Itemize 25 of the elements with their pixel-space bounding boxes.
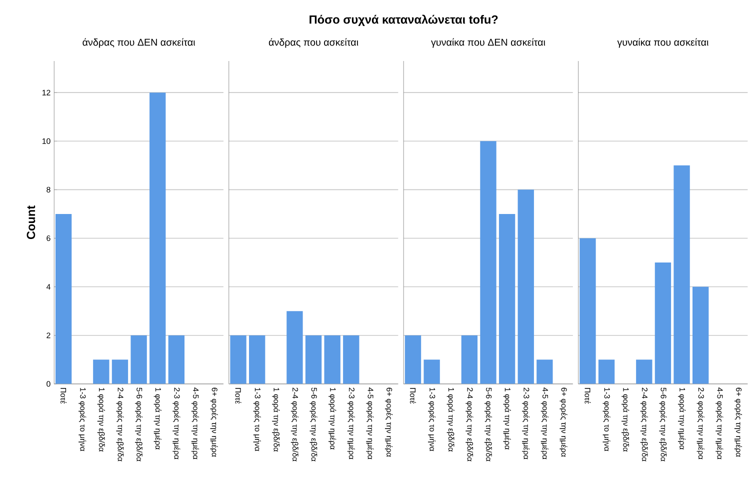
bar	[55, 214, 72, 384]
bar	[112, 360, 128, 384]
bar	[404, 335, 422, 384]
y-axis-title: Count	[26, 206, 36, 240]
bar	[168, 335, 184, 384]
bar	[518, 190, 534, 384]
text: Πόσο συχνά καταναλώνεται tofu?	[310, 14, 498, 26]
chart-subtitle: άνδρας που ασκείται	[268, 38, 358, 48]
bar	[461, 335, 478, 384]
bar	[498, 214, 516, 384]
bar	[480, 141, 496, 384]
bar	[636, 360, 652, 384]
bar	[692, 286, 709, 384]
bar	[93, 360, 110, 384]
bar	[536, 360, 553, 384]
bar	[580, 238, 596, 384]
bar	[150, 92, 166, 384]
bar	[674, 165, 690, 384]
bar	[130, 335, 147, 384]
chart-subtitle: άνδρας που ΔΕΝ ασκείται	[82, 38, 196, 48]
bar	[424, 360, 440, 384]
bar	[654, 262, 672, 384]
chart-subtitle: γυναίκα που ασκείται	[617, 38, 708, 48]
chart-subtitle: γυναίκα που ΔΕΝ ασκείται	[431, 38, 546, 48]
bar	[598, 360, 615, 384]
